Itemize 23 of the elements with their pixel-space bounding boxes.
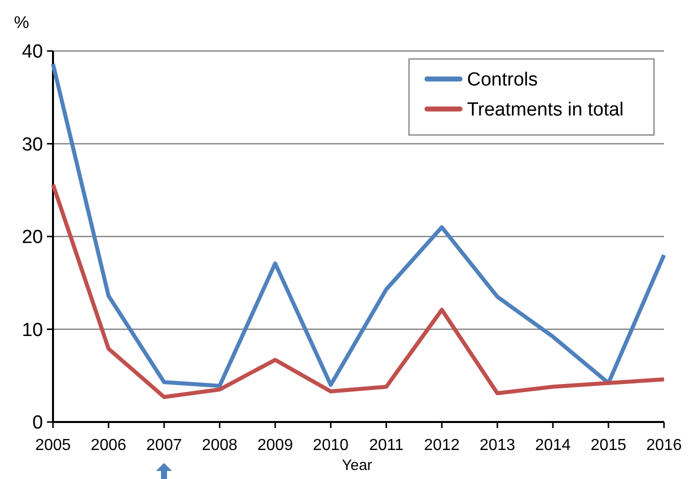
x-tick-label: 2014	[535, 437, 571, 454]
y-tick-label: 20	[22, 227, 43, 248]
x-tick-label: 2015	[590, 437, 626, 454]
y-tick-label: 40	[22, 42, 43, 63]
x-tick-label: 2011	[369, 437, 404, 454]
legend-label: Treatments in total	[467, 100, 624, 121]
x-tick-label: 2010	[312, 437, 349, 454]
x-tick-label: 2009	[257, 437, 294, 454]
x-tick-label: 2007	[146, 437, 182, 454]
x-tick-label: 2016	[646, 437, 682, 454]
line-series	[51, 182, 666, 399]
x-axis-title: Year	[342, 457, 372, 474]
x-tick-label: 2012	[424, 437, 460, 454]
x-tick-label: 2013	[480, 437, 516, 454]
x-tick-label: 2006	[90, 437, 126, 454]
y-tick-label: 10	[22, 320, 43, 341]
line-series	[51, 62, 666, 388]
y-axis-title: %	[14, 13, 30, 32]
legend-label: Controls	[467, 70, 538, 91]
x-tick-label: 2008	[202, 437, 238, 454]
y-tick-label: 0	[32, 412, 43, 434]
x-tick-label: 2005	[35, 437, 71, 454]
y-tick-label: 30	[22, 134, 43, 156]
